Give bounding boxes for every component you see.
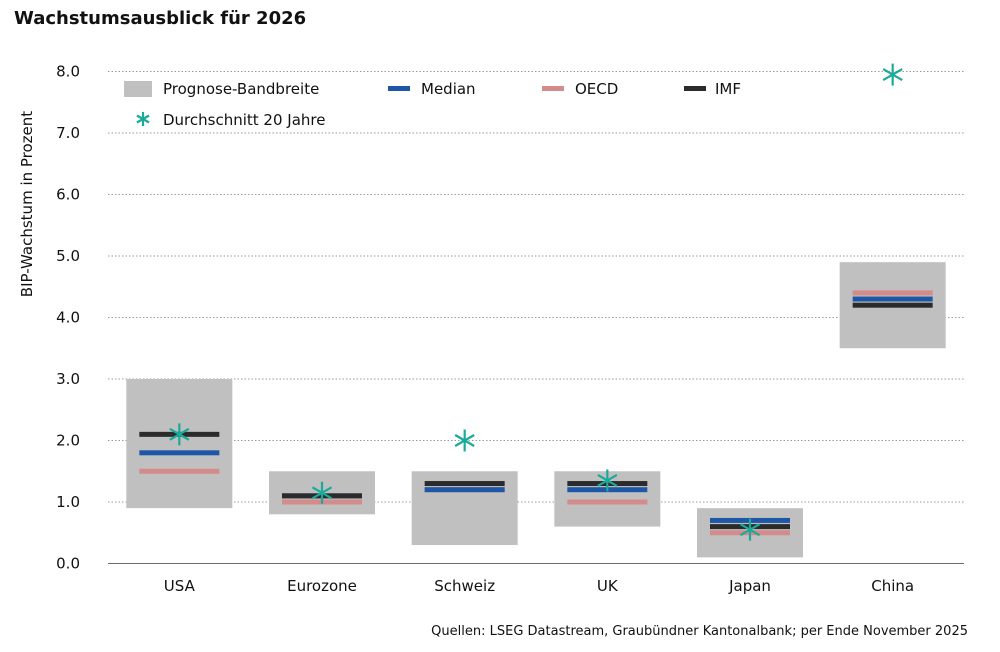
avg-marker bbox=[169, 423, 190, 446]
oecd-mark bbox=[567, 499, 648, 505]
avg-marker bbox=[882, 63, 903, 86]
chart-title: Wachstumsausblick für 2026 bbox=[14, 8, 307, 29]
legend-swatch-imf bbox=[684, 86, 706, 91]
legend-swatch-median bbox=[388, 86, 410, 91]
x-axis-categories: USA Eurozone Schweiz UK Japan China bbox=[164, 577, 914, 595]
y-tick-label: 1.0 bbox=[56, 493, 80, 511]
y-tick-label: 5.0 bbox=[56, 247, 80, 265]
avg-star-stroke bbox=[739, 523, 761, 537]
imf-mark bbox=[424, 481, 505, 487]
avg-star-stroke bbox=[454, 434, 475, 447]
avg-marker bbox=[311, 481, 333, 504]
legend: Prognose-Bandbreite Median OECD IMF Durc… bbox=[124, 80, 741, 129]
median-mark bbox=[139, 450, 220, 456]
median-mark bbox=[852, 296, 933, 302]
imf-mark bbox=[852, 302, 933, 308]
oecd-mark bbox=[139, 468, 220, 474]
legend-star-icon bbox=[136, 112, 150, 126]
x-category-label: China bbox=[871, 577, 914, 595]
oecd-mark bbox=[852, 290, 933, 296]
y-tick-label: 4.0 bbox=[56, 309, 80, 327]
median-mark bbox=[424, 487, 505, 493]
y-axis-label: BIP-Wachstum in Prozent bbox=[18, 111, 36, 297]
avg-marker bbox=[454, 429, 475, 452]
avg-star-stroke bbox=[882, 68, 903, 82]
x-category-label: UK bbox=[597, 577, 619, 595]
avg-star-stroke bbox=[311, 486, 333, 500]
legend-swatch-band bbox=[124, 81, 152, 97]
legend-label-avg: Durchschnitt 20 Jahre bbox=[163, 111, 325, 129]
x-category-label: Japan bbox=[728, 577, 771, 595]
x-category-label: Schweiz bbox=[434, 577, 495, 595]
legend-swatch-oecd bbox=[542, 86, 564, 91]
gridlines bbox=[108, 71, 964, 564]
forecast-marks bbox=[139, 63, 933, 541]
y-tick-label: 8.0 bbox=[56, 63, 80, 81]
y-tick-label: 3.0 bbox=[56, 370, 80, 388]
avg-marker bbox=[739, 518, 761, 541]
y-axis-ticks: 0.0 1.0 2.0 3.0 4.0 5.0 6.0 7.0 8.0 bbox=[56, 63, 80, 573]
y-tick-label: 2.0 bbox=[56, 432, 80, 450]
forecast-bands bbox=[126, 262, 946, 558]
avg-star-stroke bbox=[136, 114, 150, 124]
x-category-label: Eurozone bbox=[287, 577, 357, 595]
source-note: Quellen: LSEG Datastream, Graubündner Ka… bbox=[431, 624, 968, 639]
y-tick-label: 6.0 bbox=[56, 186, 80, 204]
y-tick-label: 7.0 bbox=[56, 124, 80, 142]
legend-label-median: Median bbox=[421, 80, 476, 98]
x-category-label: USA bbox=[164, 577, 196, 595]
avg-marker bbox=[597, 469, 618, 492]
legend-swatch-avg bbox=[136, 112, 150, 126]
avg-star-stroke bbox=[169, 427, 190, 441]
legend-label-imf: IMF bbox=[715, 80, 741, 98]
legend-label-band: Prognose-Bandbreite bbox=[163, 80, 319, 98]
avg-star-stroke bbox=[597, 474, 618, 487]
legend-label-oecd: OECD bbox=[575, 80, 618, 98]
y-tick-label: 0.0 bbox=[56, 555, 80, 573]
